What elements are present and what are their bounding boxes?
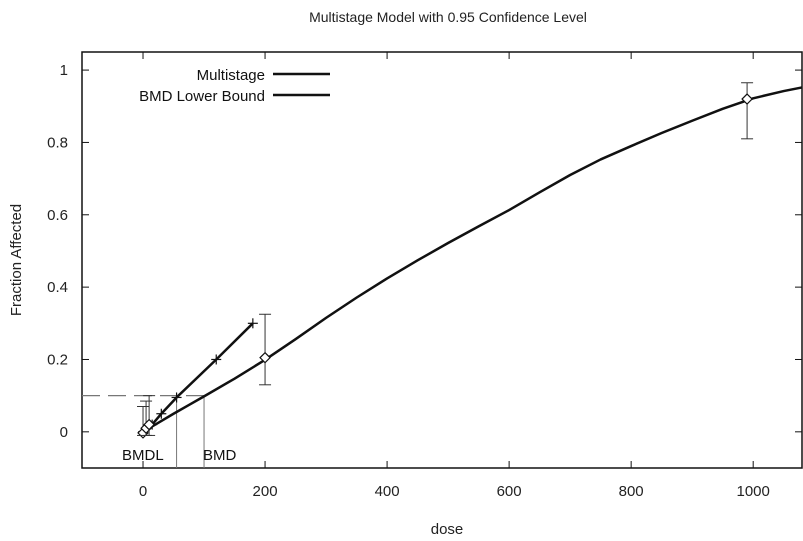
legend: Multistage BMD Lower Bound [139, 67, 330, 105]
multistage-curve [143, 87, 802, 431]
y-tick-label: 0.4 [47, 279, 68, 296]
bmdl-label: BMDL [122, 447, 164, 464]
x-tick-label: 400 [375, 483, 400, 500]
y-tick-label: 0.2 [47, 351, 68, 368]
bmd-label: BMD [203, 447, 237, 464]
y-tick-label: 1 [60, 62, 68, 79]
legend-label-bmd-lower-bound: BMD Lower Bound [139, 88, 265, 105]
x-tick-label: 1000 [736, 483, 769, 500]
series-layer [138, 87, 802, 436]
x-axis-ticks: 0 200 400 600 800 1000 [139, 52, 770, 500]
y-tick-label: 0.8 [47, 134, 68, 151]
x-tick-label: 800 [619, 483, 644, 500]
y-tick-label: 0 [60, 424, 68, 441]
x-axis-label: dose [431, 521, 464, 538]
chart-title: Multistage Model with 0.95 Confidence Le… [309, 9, 587, 25]
x-tick-label: 200 [253, 483, 278, 500]
legend-label-multistage: Multistage [197, 67, 265, 84]
y-axis-label: Fraction Affected [8, 204, 25, 316]
observed-points-layer [137, 83, 753, 438]
y-axis-ticks: 0 0.2 0.4 0.6 0.8 1 [47, 62, 802, 441]
x-tick-label: 0 [139, 483, 147, 500]
x-tick-label: 600 [497, 483, 522, 500]
y-tick-label: 0.6 [47, 207, 68, 224]
